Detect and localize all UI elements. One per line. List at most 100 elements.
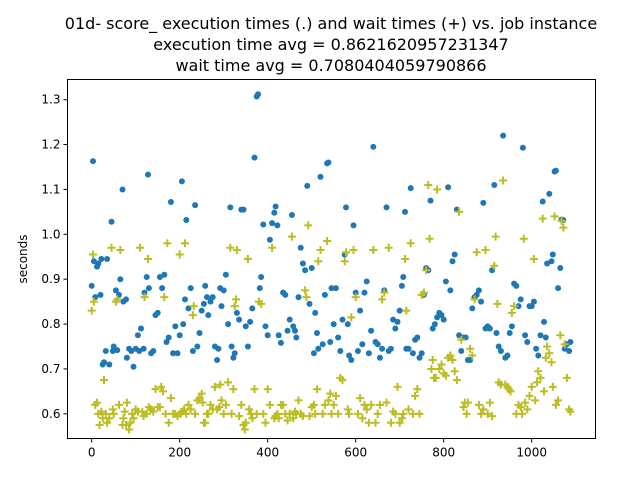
execution-time-point [205, 312, 212, 319]
wait-time-point [345, 409, 354, 418]
wait-time-point [431, 373, 440, 382]
wait-time-point [397, 414, 406, 423]
execution-time-point [154, 309, 161, 316]
wait-time-point [393, 382, 402, 391]
execution-time-point [409, 350, 416, 357]
execution-time-point [176, 332, 183, 339]
wait-time-point [382, 398, 391, 407]
wait-time-point [413, 385, 422, 394]
wait-time-point [122, 398, 131, 407]
execution-time-point [295, 294, 302, 301]
execution-time-point [209, 294, 216, 301]
wait-time-point [113, 295, 122, 304]
execution-time-point [284, 327, 291, 334]
execution-time-point [247, 318, 254, 325]
execution-time-point [130, 363, 137, 370]
execution-time-point [227, 204, 234, 211]
wait-time-point [455, 207, 464, 216]
wait-time-point [243, 255, 252, 263]
wait-time-point [224, 378, 233, 387]
wait-time-point [257, 299, 266, 308]
wait-time-point [229, 385, 238, 394]
execution-time-point [112, 287, 119, 294]
wait-time-point [527, 382, 536, 391]
wait-time-point [373, 409, 382, 418]
wait-time-point [531, 396, 540, 405]
wait-time-point [301, 286, 310, 295]
wait-time-point [129, 414, 138, 423]
execution-time-point [497, 347, 504, 354]
wait-time-point [279, 400, 288, 409]
wait-time-point [358, 414, 367, 423]
execution-time-point [172, 323, 179, 330]
wait-time-point [323, 237, 332, 246]
wait-time-point [97, 407, 106, 416]
wait-time-point [92, 398, 101, 407]
wait-time-point [109, 409, 118, 418]
y-tick-label: 1.0 [41, 227, 60, 241]
execution-time-point [242, 323, 249, 330]
wait-time-point [404, 405, 413, 414]
wait-time-point [521, 398, 530, 407]
execution-time-point [286, 316, 293, 323]
wait-time-point [155, 403, 164, 412]
execution-time-point [231, 350, 238, 357]
execution-time-point [218, 303, 225, 310]
wait-time-point [149, 407, 158, 416]
execution-time-point [339, 316, 346, 323]
execution-time-point [438, 312, 445, 319]
execution-time-point [407, 185, 414, 192]
wait-time-point [338, 376, 347, 385]
wait-time-point [433, 185, 442, 194]
chart-title-line-2: execution time avg = 0.8621620957231347 [153, 35, 508, 54]
wait-time-point [557, 216, 566, 225]
execution-time-point [203, 294, 210, 301]
execution-time-point [535, 352, 542, 359]
wait-time-point [536, 373, 545, 382]
wait-time-point [305, 412, 314, 421]
execution-time-point [95, 260, 102, 267]
plot-frame [67, 79, 596, 439]
wait-time-point [545, 349, 554, 358]
y-tick-label: 0.6 [41, 407, 60, 421]
wait-time-point [217, 396, 226, 405]
execution-time-point [392, 325, 399, 332]
execution-time-point [354, 347, 361, 354]
execution-time-point [207, 298, 214, 305]
wait-time-point [324, 396, 333, 405]
wait-time-point [210, 382, 219, 391]
wait-time-point [197, 389, 206, 398]
execution-time-point [344, 321, 351, 328]
wait-time-point [457, 335, 466, 344]
wait-time-point [114, 400, 123, 409]
wait-time-point [166, 394, 175, 403]
execution-time-point [249, 305, 256, 312]
wait-time-point [87, 306, 96, 315]
wait-time-point [399, 409, 408, 418]
wait-time-point [550, 212, 559, 221]
execution-time-point [143, 273, 150, 280]
wait-time-point [343, 405, 352, 414]
wait-time-point [543, 342, 552, 351]
wait-time-point [158, 387, 167, 396]
wait-time-point [406, 239, 415, 248]
execution-time-point [304, 182, 311, 189]
wait-time-point [232, 246, 241, 255]
execution-time-point [134, 332, 141, 339]
wait-time-point [138, 407, 147, 416]
wait-time-point [274, 414, 283, 423]
execution-time-point [98, 256, 105, 262]
chart-title-line-3: wait time avg = 0.7080404059790866 [175, 56, 486, 75]
wait-time-point [157, 382, 166, 391]
execution-time-point [288, 212, 295, 219]
execution-time-point [215, 345, 222, 352]
execution-time-point [150, 347, 157, 354]
wait-time-point [140, 293, 149, 302]
execution-time-point [178, 178, 185, 185]
execution-time-point [313, 330, 320, 337]
execution-time-point [266, 236, 273, 243]
execution-time-point [123, 354, 130, 361]
wait-time-point [119, 414, 128, 423]
